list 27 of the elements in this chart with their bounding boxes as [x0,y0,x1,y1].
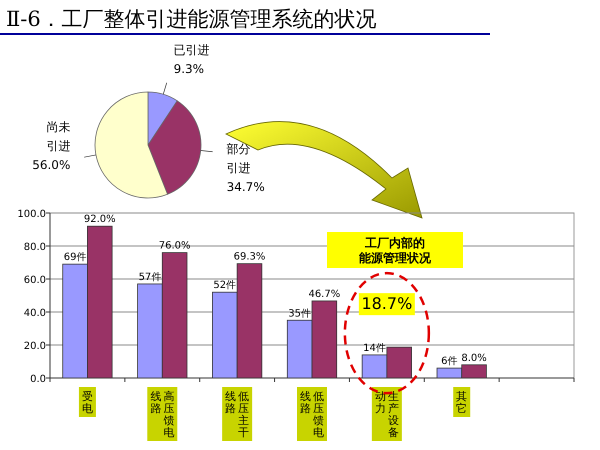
data-label: 35件 [288,308,312,320]
annotation: 工厂内部的能源管理状况 [359,236,432,265]
slice-label: 尚未引进 [46,120,70,154]
slice-label: 部分引进 [226,142,251,175]
data-label: 9.3% [174,62,204,76]
data-label: 14件 [363,342,386,354]
data-label: 69件 [64,252,86,264]
y-tick-label: 0.0 [30,374,46,385]
data-label: 56.0% [32,158,70,172]
data-label: 34.7% [226,180,265,194]
y-tick-label: 100.0 [17,209,46,220]
y-tick-label: 80.0 [24,242,46,253]
x-tick-label: 受电 [82,390,93,415]
data-label: 69.3% [234,252,266,263]
y-tick-label: 60.0 [24,275,46,286]
y-tick-label: 20.0 [24,341,46,352]
y-tick-label: 40.0 [24,308,46,319]
data-label: 76.0% [158,240,191,252]
chart-title: Ⅱ-6．工厂整体引进能源管理系统的状况 [6,7,377,31]
slice-label: 已引进 [174,43,210,58]
x-tick-label: 其它 [456,390,468,415]
data-label: 46.7% [308,288,340,300]
data-label: 8.0% [461,352,487,364]
data-label: 52件 [213,280,236,292]
data-label: 6件 [441,356,458,368]
data-label: 57件 [138,272,162,283]
data-label: 92.0% [84,214,116,226]
